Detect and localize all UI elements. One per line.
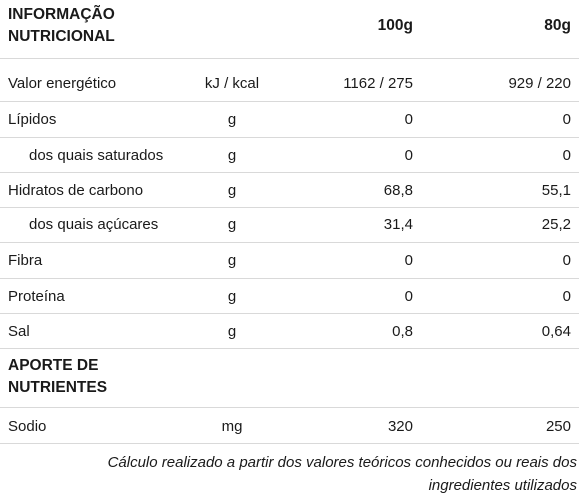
row-value-80g: 0 (562, 288, 571, 305)
table-row: Proteína g 0 0 (0, 279, 579, 314)
row-name: Valor energético (8, 75, 117, 92)
row-unit: g (227, 252, 237, 269)
row-value-80g: 0 (562, 111, 571, 128)
footnote-line1: Cálculo realizado a partir dos valores t… (107, 454, 577, 471)
section-title-line1: APORTE DE (8, 357, 99, 374)
table-title-line1: INFORMAÇÃO (8, 6, 115, 23)
table-header: INFORMAÇÃO NUTRICIONAL 100g 80g (0, 0, 579, 59)
row-value-80g: 0 (562, 147, 571, 164)
table-row: Lípidos g 0 0 (0, 102, 579, 138)
row-value-100g: 0 (404, 111, 413, 128)
table-row: Fibra g 0 0 (0, 243, 579, 279)
table-row: dos quais açúcares g 31,4 25,2 (0, 208, 579, 243)
section-title-line2: NUTRIENTES (8, 379, 108, 396)
footnote-line2: ingredientes utilizados (428, 477, 577, 494)
row-value-100g: 31,4 (383, 216, 413, 233)
row-value-80g: 0,64 (541, 323, 571, 340)
row-unit: mg (221, 418, 243, 435)
row-name: Sodio (8, 418, 47, 435)
row-unit: g (227, 288, 237, 305)
table-row: Sodio mg 320 250 (0, 408, 579, 444)
row-value-100g: 0 (404, 252, 413, 269)
footnote: Cálculo realizado a partir dos valores t… (17, 451, 577, 497)
row-value-80g: 250 (545, 418, 571, 435)
table-title-line2: NUTRICIONAL (8, 28, 115, 45)
column-header-100g: 100g (377, 17, 413, 34)
row-name: Proteína (8, 288, 65, 305)
row-unit: g (227, 323, 237, 340)
row-name: Fibra (8, 252, 43, 269)
row-unit: kJ / kcal (204, 75, 260, 92)
section-header: APORTE DE NUTRIENTES (0, 349, 579, 408)
section-title: APORTE DE NUTRIENTES (8, 355, 107, 399)
row-name: Lípidos (8, 111, 57, 128)
row-value-80g: 55,1 (541, 182, 571, 199)
row-name: dos quais açúcares (29, 216, 159, 233)
row-name: Hidratos de carbono (8, 182, 144, 199)
row-value-100g: 68,8 (383, 182, 413, 199)
column-header-80g: 80g (544, 17, 571, 34)
row-unit: g (227, 216, 237, 233)
row-value-100g: 0,8 (392, 323, 413, 340)
row-unit: g (227, 111, 237, 128)
table-title: INFORMAÇÃO NUTRICIONAL (8, 4, 115, 48)
row-unit: g (227, 147, 237, 164)
row-value-100g: 0 (404, 147, 413, 164)
row-value-100g: 0 (404, 288, 413, 305)
table-row: Hidratos de carbono g 68,8 55,1 (0, 173, 579, 208)
row-value-80g: 0 (562, 252, 571, 269)
row-value-100g: 1162 / 275 (343, 75, 413, 92)
row-value-100g: 320 (387, 418, 413, 435)
table-row: Valor energético kJ / kcal 1162 / 275 92… (0, 59, 579, 102)
row-name: Sal (8, 323, 30, 340)
row-name: dos quais saturados (29, 147, 164, 164)
row-value-80g: 25,2 (541, 216, 571, 233)
table-row: Sal g 0,8 0,64 (0, 314, 579, 349)
row-value-80g: 929 / 220 (508, 75, 571, 92)
table-row: dos quais saturados g 0 0 (0, 138, 579, 173)
row-unit: g (227, 182, 237, 199)
